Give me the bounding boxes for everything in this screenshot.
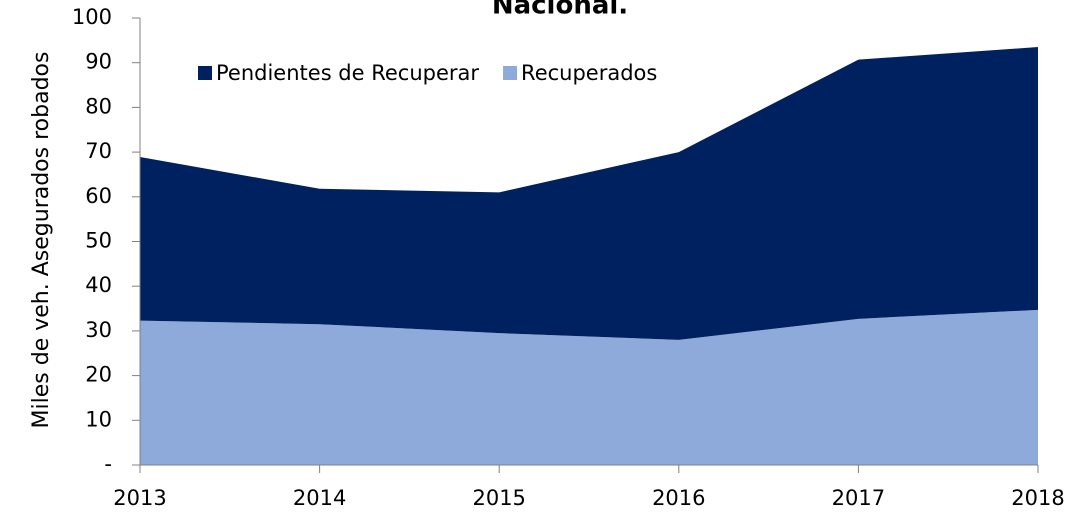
y-tick-label: 10 bbox=[85, 407, 112, 431]
y-tick-label: 100 bbox=[72, 5, 112, 29]
y-tick-label: 80 bbox=[85, 94, 112, 118]
x-tick-label: 2017 bbox=[832, 486, 885, 510]
area bbox=[140, 47, 1038, 340]
y-tick-label: 70 bbox=[85, 139, 112, 163]
x-tick-label: 2016 bbox=[652, 486, 705, 510]
legend-swatch bbox=[503, 66, 518, 80]
chart-title: Nacional. bbox=[492, 0, 628, 21]
y-axis-label: Miles de veh. Asegurados robados bbox=[29, 52, 54, 429]
area bbox=[140, 309, 1038, 465]
x-tick-label: 2014 bbox=[293, 486, 346, 510]
x-tick-label: 2018 bbox=[1011, 486, 1064, 510]
legend-label: Recuperados bbox=[521, 61, 657, 85]
y-tick-label: 20 bbox=[85, 363, 112, 387]
legend-label: Pendientes de Recuperar bbox=[216, 61, 479, 85]
y-tick-label: 60 bbox=[85, 184, 112, 208]
x-tick-label: 2015 bbox=[472, 486, 525, 510]
legend-swatch bbox=[198, 66, 212, 80]
y-tick-label: 40 bbox=[85, 273, 112, 297]
y-tick-label: 30 bbox=[85, 318, 112, 342]
y-tick-label: 90 bbox=[85, 50, 112, 74]
y-tick-label: - bbox=[104, 452, 112, 476]
y-tick-label: 50 bbox=[85, 229, 112, 253]
x-tick-label: 2013 bbox=[113, 486, 166, 510]
